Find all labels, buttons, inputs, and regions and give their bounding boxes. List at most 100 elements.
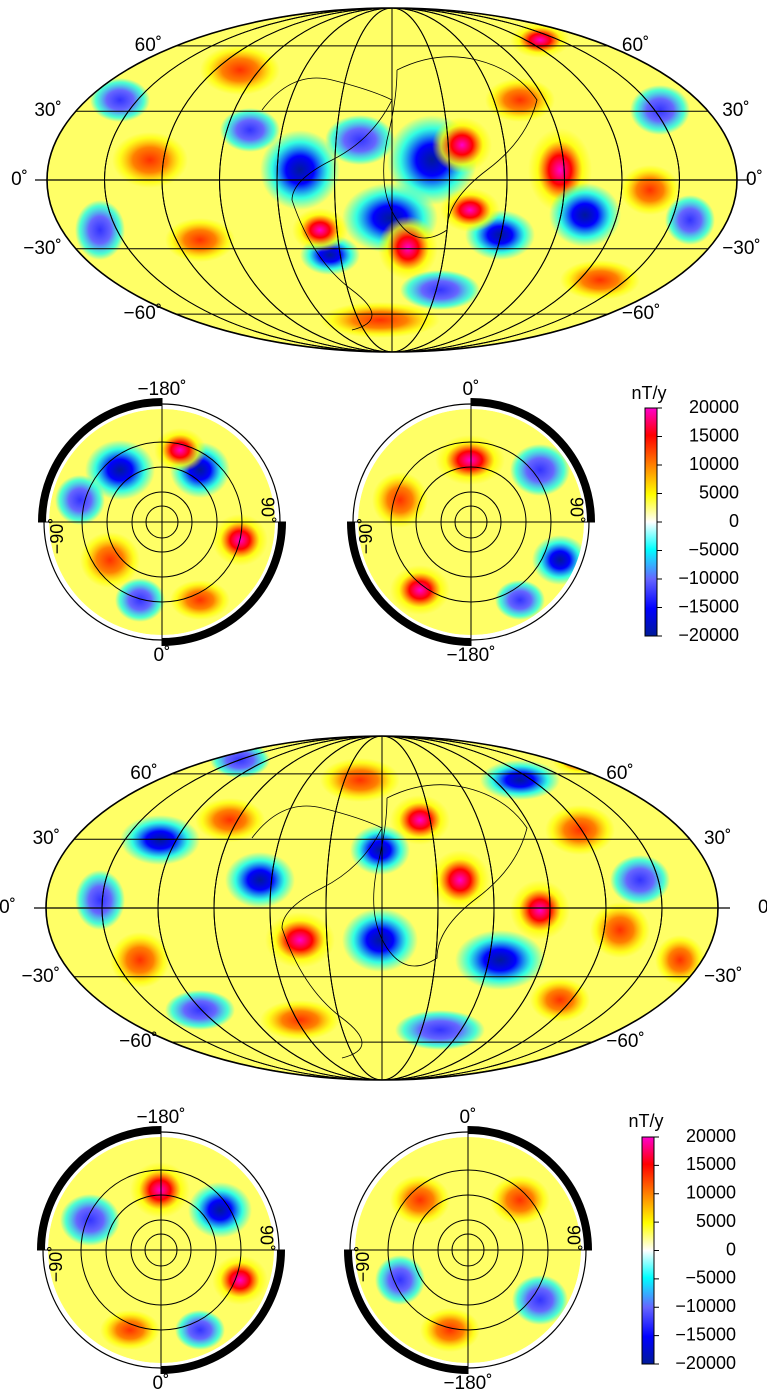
field-anomaly — [378, 216, 438, 280]
colorbar-tick-label: 20000 — [689, 397, 739, 417]
field-anomaly — [154, 428, 206, 472]
longitude-label-bottom: 0˚ — [154, 645, 171, 666]
latitude-label-n60-right: 60˚ — [622, 35, 649, 56]
colorbar-tick-label: −10000 — [678, 568, 739, 588]
field-anomaly — [350, 825, 410, 875]
longitude-label-bottom: 0˚ — [153, 1373, 170, 1392]
longitude-band-arc — [467, 1126, 592, 1251]
field-anomaly — [320, 302, 440, 338]
colorbar-tick-label: −5000 — [685, 1268, 736, 1288]
field-anomaly — [545, 805, 615, 855]
longitude-label-top: −180˚ — [136, 1107, 185, 1128]
longitude-label-right: 90˚ — [566, 497, 586, 523]
coastline-africa-eurasia — [383, 56, 538, 239]
field-anomaly — [432, 117, 492, 173]
map-outline — [45, 735, 719, 1081]
latitude-label-s30-right: −30˚ — [722, 238, 761, 259]
field-anomaly — [372, 472, 428, 528]
field-anomaly — [630, 85, 690, 135]
field-anomaly — [510, 880, 570, 940]
field-anomaly — [200, 45, 280, 95]
field-anomaly — [220, 108, 280, 152]
field-anomaly — [292, 208, 348, 252]
south-polar-map-2: 0˚ −180˚ 90˚ −90˚ — [344, 1107, 592, 1392]
latitude-label-s60-left: −60˚ — [124, 303, 163, 324]
field-anomaly — [120, 815, 200, 865]
mollweide-map-2: 60˚ 60˚ 30˚ 30˚ 0˚ 0˚ −30˚ −30˚ −60˚ −60˚ — [0, 735, 767, 1081]
field-anomaly — [85, 440, 155, 500]
field-anomaly — [440, 188, 500, 232]
field-anomaly — [320, 758, 400, 802]
longitude-label-left: −90˚ — [46, 1246, 66, 1283]
colorbar-tick-label: 5000 — [699, 482, 739, 502]
colorbar-unit-label: nT/y — [631, 383, 666, 403]
longitude-label-top: −180˚ — [137, 379, 186, 400]
latitude-label-n60-left: 60˚ — [130, 763, 157, 784]
field-anomaly — [130, 1162, 190, 1218]
field-anomaly — [430, 850, 490, 910]
field-anomaly — [55, 475, 105, 525]
field-anomaly — [165, 990, 235, 1030]
field-anomaly — [115, 578, 165, 622]
longitude-band-arc — [160, 1249, 285, 1374]
field-anomaly — [170, 580, 230, 620]
field-anomaly — [212, 1255, 268, 1305]
latitude-label-s30-right: −30˚ — [704, 966, 743, 987]
longitude-label-left: −90˚ — [356, 518, 376, 555]
north-polar-map-2: −180˚ 0˚ 90˚ −90˚ — [37, 1107, 285, 1392]
field-anomaly — [455, 930, 545, 990]
map-outline — [46, 7, 738, 353]
latitude-label-n30-left: 30˚ — [34, 100, 61, 121]
field-anomaly — [90, 78, 150, 122]
colorbar-tick-label: −5000 — [688, 539, 739, 559]
longitude-label-right: 90˚ — [563, 1225, 583, 1251]
field-anomaly — [400, 270, 480, 310]
colorbar-tick-label: 15000 — [686, 1154, 736, 1174]
colorbar-tick-label: 0 — [726, 1239, 736, 1259]
latitude-label-n30-left: 30˚ — [33, 828, 60, 849]
latitude-label-s60-right: −60˚ — [622, 303, 661, 324]
field-anomaly — [342, 908, 418, 972]
coastline-americas — [261, 77, 393, 331]
graticule — [38, 398, 286, 646]
graticule — [347, 398, 595, 646]
field-anomaly — [530, 978, 590, 1022]
field-anomaly — [435, 435, 505, 485]
south-polar-map-1: 0˚ −180˚ 90˚ −90˚ — [347, 379, 595, 666]
field-anomaly — [390, 795, 450, 845]
field-anomaly — [512, 1275, 568, 1325]
field-anomaly — [100, 1310, 160, 1350]
longitude-band-arc — [470, 398, 595, 523]
field-anomaly — [590, 902, 650, 958]
latitude-label-s30-left: −30˚ — [21, 966, 60, 987]
coastline-americas — [251, 805, 383, 1059]
graticule — [37, 1126, 285, 1374]
longitude-label-top: 0˚ — [463, 379, 480, 400]
field-anomaly — [549, 183, 621, 247]
field-anomaly — [510, 22, 570, 58]
field-anomaly — [195, 798, 265, 842]
longitude-label-bottom: −180˚ — [443, 1373, 492, 1392]
colorbar-tick-label: 10000 — [686, 1183, 736, 1203]
longitude-label-bottom: −180˚ — [446, 645, 495, 666]
field-anomaly — [390, 1175, 450, 1225]
field-anomaly — [112, 132, 188, 188]
field-anomaly — [260, 1000, 340, 1040]
colorbar-tick-label: 15000 — [689, 425, 739, 445]
colorbar-tick-label: 0 — [729, 511, 739, 531]
mollweide-map-1: 60˚ 60˚ 30˚ 30˚ 0˚ 0˚ −30˚ −30˚ −60˚ −60˚ — [11, 7, 763, 353]
field-anomaly — [510, 444, 570, 496]
colorbar-tick-label: −20000 — [678, 625, 739, 645]
longitude-label-right: 90˚ — [256, 1225, 276, 1251]
field-anomaly — [75, 200, 125, 260]
field-anomaly — [188, 1182, 252, 1238]
longitude-label-left: −90˚ — [353, 1246, 373, 1283]
field-anomaly — [395, 1010, 485, 1050]
colorbar-unit-label: nT/y — [628, 1111, 663, 1131]
field-anomaly — [552, 744, 608, 776]
field-anomaly — [75, 870, 125, 930]
latitude-label-eq-left: 0˚ — [0, 897, 16, 918]
field-anomaly — [495, 580, 545, 620]
field-anomaly — [165, 218, 235, 262]
field-anomaly — [110, 932, 170, 988]
